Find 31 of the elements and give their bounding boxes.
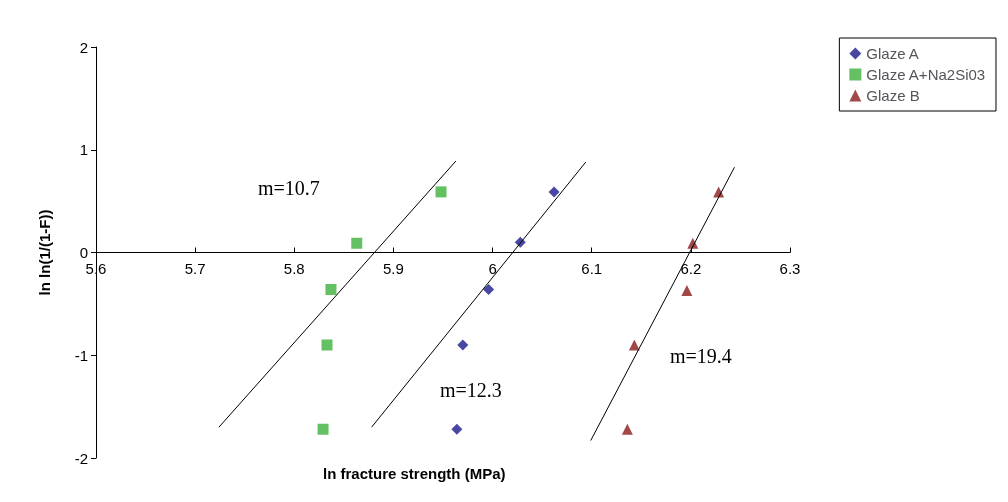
- point: [321, 339, 333, 351]
- point: [621, 423, 633, 435]
- legend-label: Glaze A: [866, 45, 919, 62]
- x-tick-label: 5.8: [283, 259, 305, 277]
- x-tick-label: 6.3: [779, 259, 801, 277]
- y-tick-label: 2: [79, 38, 88, 56]
- y-tick-label: -1: [74, 346, 88, 364]
- y-tick-label: 1: [79, 141, 88, 159]
- annotation: m=19.4: [670, 345, 732, 367]
- point: [325, 283, 337, 295]
- annotation: m=10.7: [258, 177, 320, 199]
- point: [457, 339, 469, 351]
- point: [351, 237, 363, 249]
- point: [681, 285, 693, 297]
- point: [548, 186, 560, 198]
- x-tick-label: 5.9: [383, 259, 404, 277]
- x-tick-label: 6: [488, 259, 497, 277]
- point: [317, 423, 329, 435]
- legend-label: Glaze A+Na2Si03: [866, 66, 986, 83]
- point: [483, 283, 495, 295]
- point: [451, 423, 463, 435]
- y-tick-label: 0: [79, 244, 88, 261]
- point: [435, 186, 447, 198]
- annotation: m=12.3: [440, 379, 502, 401]
- legend-label: Glaze B: [866, 87, 920, 104]
- y-tick-label: -2: [74, 449, 88, 467]
- x-axis-title: ln fracture strength (MPa): [323, 465, 506, 482]
- x-tick-label: 5.7: [184, 259, 206, 277]
- x-tick-label: 6.2: [680, 259, 702, 277]
- x-tick-label: 6.1: [581, 259, 603, 277]
- y-axis-title: ln ln(1/(1-F)): [36, 209, 53, 296]
